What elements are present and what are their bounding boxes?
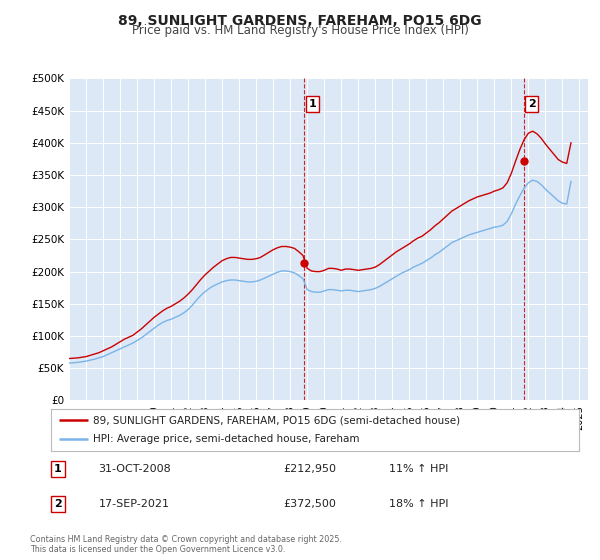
Text: Contains HM Land Registry data © Crown copyright and database right 2025.
This d: Contains HM Land Registry data © Crown c…: [30, 535, 342, 554]
Text: £212,950: £212,950: [283, 464, 337, 474]
Text: HPI: Average price, semi-detached house, Fareham: HPI: Average price, semi-detached house,…: [93, 435, 360, 445]
Text: Price paid vs. HM Land Registry's House Price Index (HPI): Price paid vs. HM Land Registry's House …: [131, 24, 469, 37]
Text: 89, SUNLIGHT GARDENS, FAREHAM, PO15 6DG: 89, SUNLIGHT GARDENS, FAREHAM, PO15 6DG: [118, 14, 482, 28]
Text: 18% ↑ HPI: 18% ↑ HPI: [389, 499, 448, 509]
Text: 1: 1: [308, 99, 316, 109]
Text: £372,500: £372,500: [283, 499, 336, 509]
Text: 89, SUNLIGHT GARDENS, FAREHAM, PO15 6DG (semi-detached house): 89, SUNLIGHT GARDENS, FAREHAM, PO15 6DG …: [93, 415, 460, 425]
Text: 11% ↑ HPI: 11% ↑ HPI: [389, 464, 448, 474]
Text: 2: 2: [54, 499, 62, 509]
Text: 31-OCT-2008: 31-OCT-2008: [98, 464, 171, 474]
Text: 2: 2: [528, 99, 536, 109]
Text: 17-SEP-2021: 17-SEP-2021: [98, 499, 170, 509]
Text: 1: 1: [54, 464, 62, 474]
